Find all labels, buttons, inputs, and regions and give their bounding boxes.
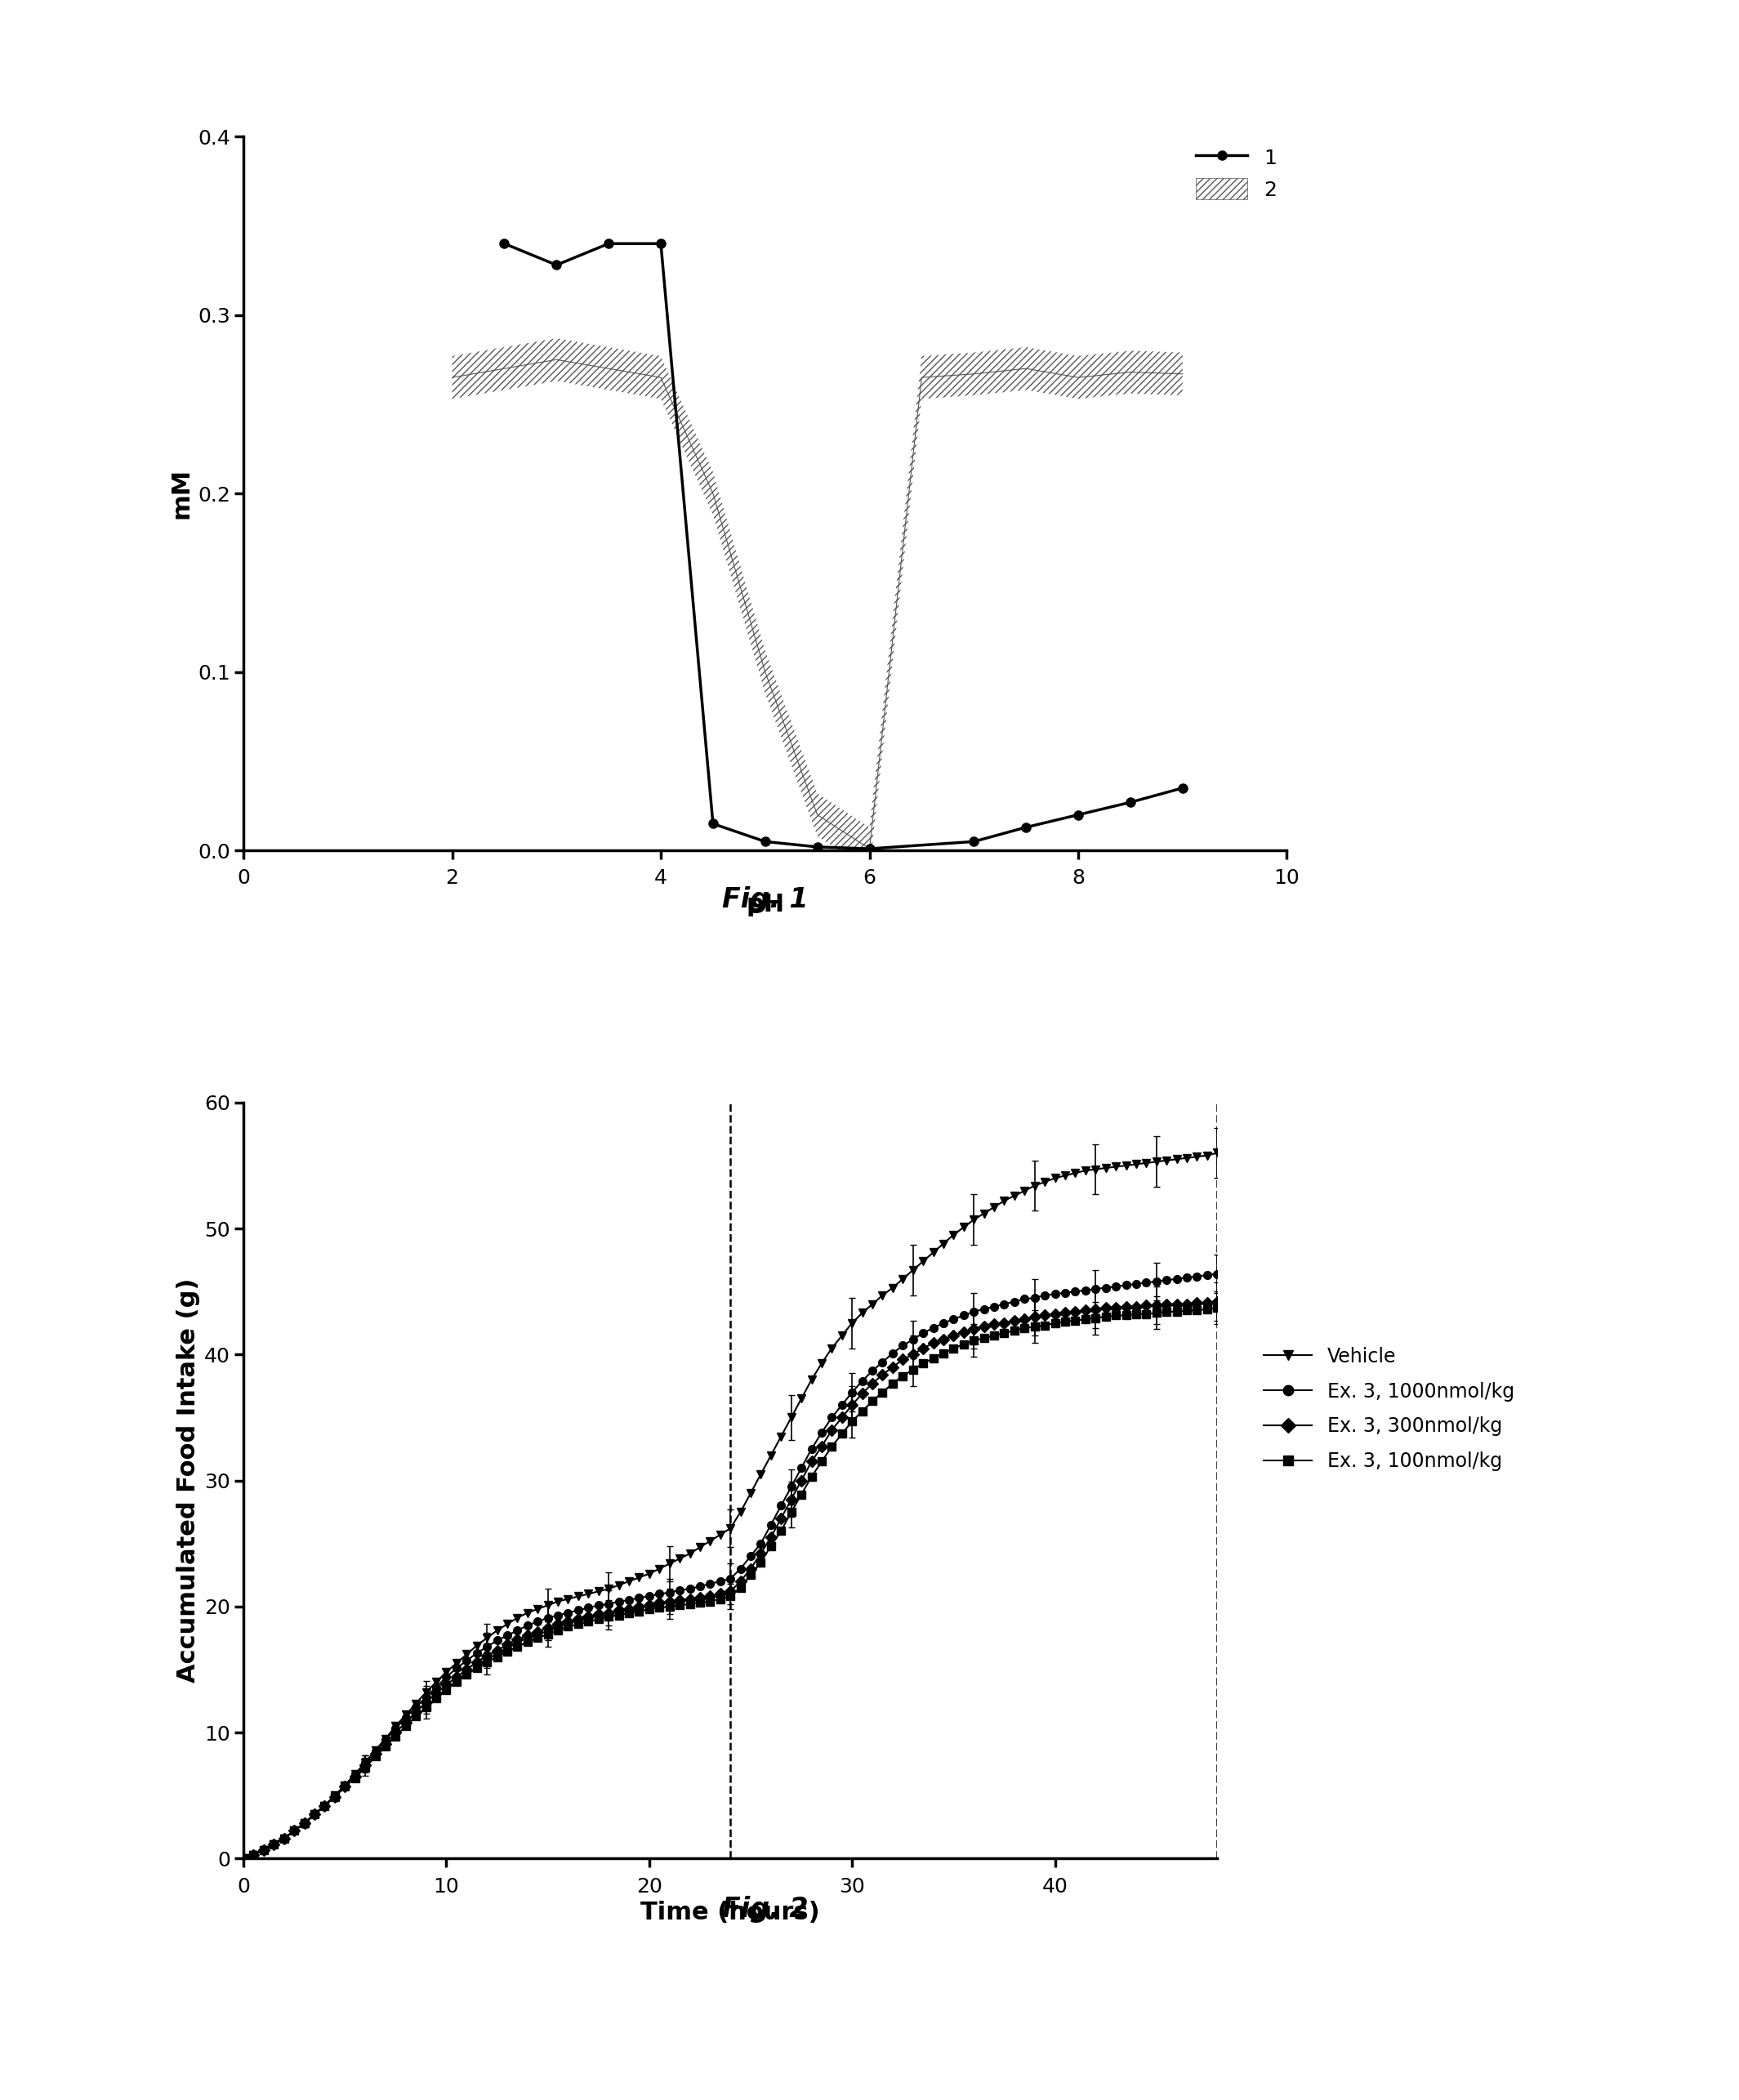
Y-axis label: mM: mM — [170, 468, 193, 519]
Text: Fig. 2: Fig. 2 — [722, 1896, 809, 1924]
Legend: Vehicle, Ex. 3, 1000nmol/kg, Ex. 3, 300nmol/kg, Ex. 3, 100nmol/kg: Vehicle, Ex. 3, 1000nmol/kg, Ex. 3, 300n… — [1256, 1340, 1522, 1478]
X-axis label: Time (hours): Time (hours) — [640, 1901, 821, 1924]
Legend: 1, 2: 1, 2 — [1196, 147, 1276, 200]
Y-axis label: Accumulated Food Intake (g): Accumulated Food Intake (g) — [176, 1279, 200, 1682]
Text: Fig. 1: Fig. 1 — [722, 886, 809, 914]
X-axis label: pH: pH — [746, 892, 784, 916]
